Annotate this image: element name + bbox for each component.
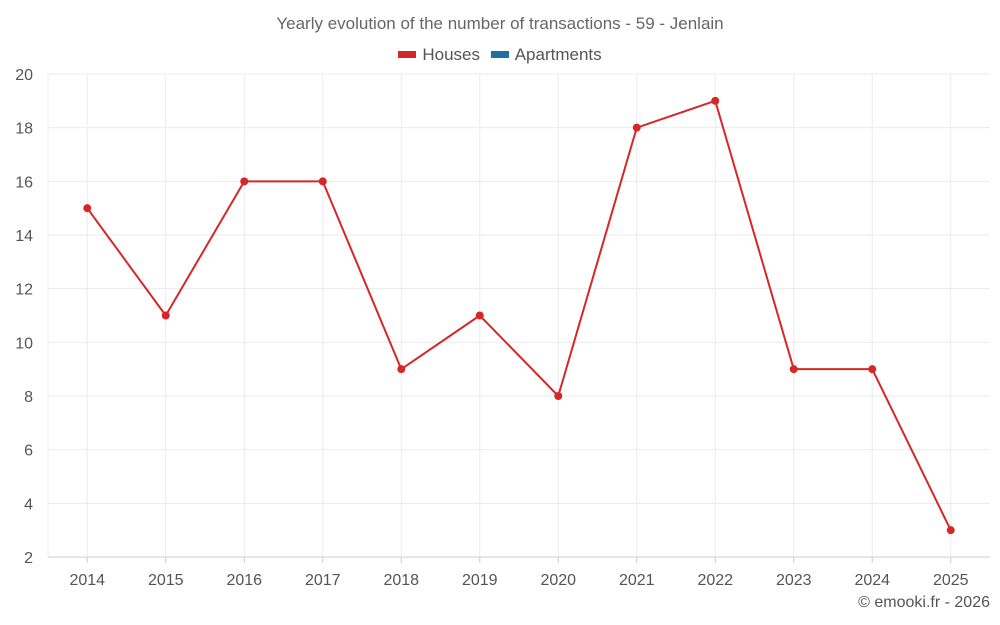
x-tick-label: 2021 — [619, 572, 655, 589]
data-point-houses[interactable] — [318, 177, 327, 186]
y-tick-label: 14 — [15, 228, 33, 245]
legend-item-apartments[interactable]: Apartments — [490, 45, 602, 65]
data-point-houses[interactable] — [475, 311, 484, 320]
data-point-houses[interactable] — [946, 526, 955, 535]
data-point-houses[interactable] — [240, 177, 249, 186]
y-tick-label: 6 — [24, 443, 33, 460]
chart-title: Yearly evolution of the number of transa… — [276, 14, 724, 33]
legend: Houses Apartments — [0, 45, 1000, 65]
y-tick-label: 20 — [15, 67, 33, 84]
x-tick-label: 2019 — [462, 572, 498, 589]
legend-label-houses: Houses — [422, 45, 480, 64]
y-tick-label: 10 — [15, 335, 33, 352]
credit-text: © emooki.fr - 2026 — [858, 594, 990, 611]
data-point-houses[interactable] — [161, 311, 170, 320]
x-tick-label: 2014 — [69, 572, 105, 589]
y-tick-label: 4 — [24, 496, 33, 513]
legend-swatch-houses — [398, 51, 417, 59]
y-tick-label: 12 — [15, 282, 33, 299]
legend-swatch-apartments — [490, 51, 509, 59]
series-line-houses — [86, 99, 952, 531]
data-point-houses[interactable] — [789, 365, 798, 374]
y-tick-label: 8 — [24, 389, 33, 406]
data-point-houses[interactable] — [83, 204, 92, 213]
x-tick-label: 2015 — [148, 572, 184, 589]
y-tick-label: 2 — [24, 550, 33, 567]
legend-item-houses[interactable]: Houses — [398, 45, 480, 65]
legend-label-apartments: Apartments — [514, 45, 602, 64]
y-tick-label: 16 — [15, 174, 33, 191]
x-tick-label: 2025 — [933, 572, 969, 589]
x-tick-label: 2020 — [540, 572, 576, 589]
data-point-houses[interactable] — [554, 392, 563, 400]
x-tick-label: 2023 — [776, 572, 812, 589]
x-tick-label: 2024 — [854, 572, 890, 589]
y-tick-label: 18 — [15, 121, 33, 138]
x-tick-label: 2018 — [383, 572, 419, 589]
data-point-houses[interactable] — [711, 96, 720, 105]
data-point-houses[interactable] — [632, 123, 641, 132]
data-point-houses[interactable] — [868, 365, 877, 374]
x-tick-label: 2016 — [226, 572, 262, 589]
x-tick-label: 2017 — [305, 572, 341, 589]
x-tick-label: 2022 — [697, 572, 733, 589]
data-point-houses[interactable] — [397, 365, 406, 374]
